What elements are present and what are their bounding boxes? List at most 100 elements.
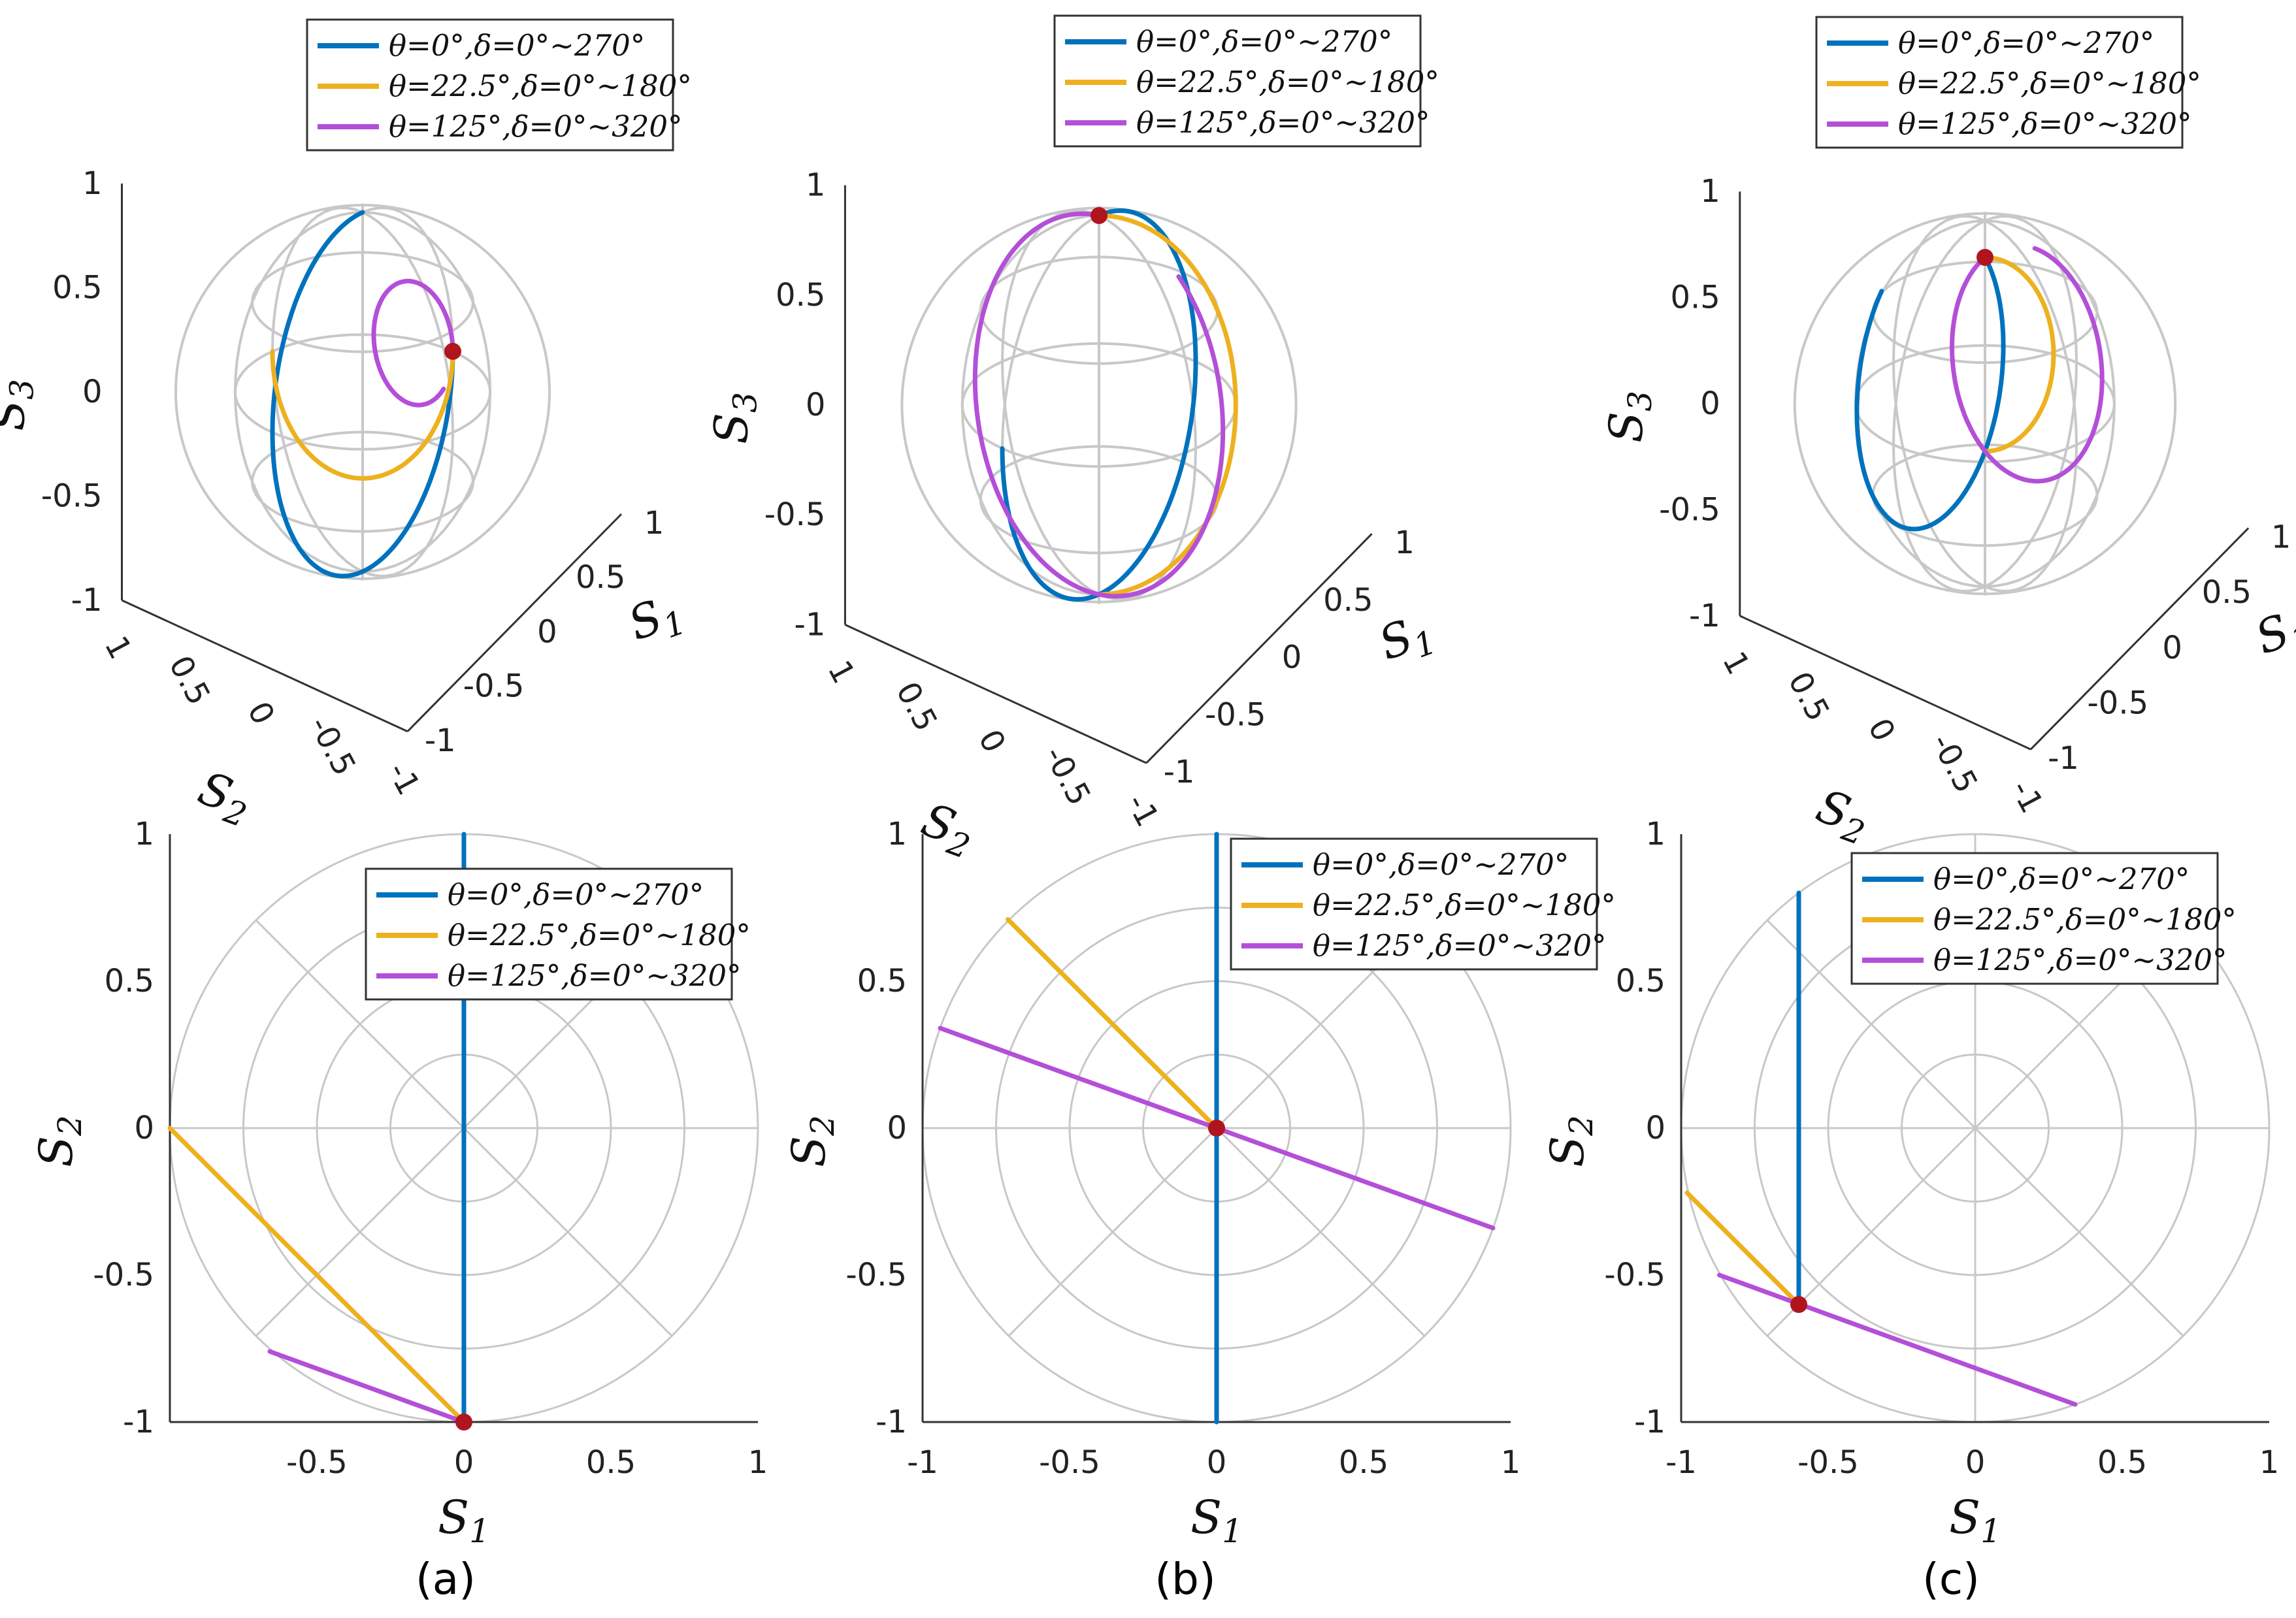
legend-label-1: θ=22.5°,δ=0°∼180° <box>448 918 751 952</box>
s2-axis-title: S2 <box>1807 779 1877 852</box>
series-line-2 <box>1949 246 2105 484</box>
series-line-0 <box>1854 255 2006 532</box>
z-tick-label: 0.5 <box>1670 280 1720 316</box>
x-tick-label: 0.5 <box>586 1444 636 1481</box>
x-tick-label: -0.5 <box>1039 1444 1100 1481</box>
projection-plot-c: 1 0.5 0 -0.5 -1-1 -0.5 0 0.5 1 S2 S1 θ=0°,δ=0°∼270°… <box>1541 816 2279 1550</box>
s1-tick-label: 0 <box>1282 639 1302 676</box>
s2-axis-line <box>121 599 408 733</box>
z-tick-label: 1 <box>806 167 826 204</box>
series-line-2 <box>1717 1272 2078 1407</box>
z-tick-label: 1 <box>82 165 103 202</box>
s2-axis-line <box>844 624 1147 764</box>
s1-tick-label: 1 <box>644 505 664 542</box>
start-point-marker <box>1790 1296 1807 1313</box>
s1-tick-label: -0.5 <box>1205 696 1266 733</box>
s2-tick-label: 1 <box>821 655 862 689</box>
s1-axis-line <box>1145 533 1373 764</box>
z-tick-label: -0.5 <box>1659 491 1720 528</box>
legend-label-2: θ=125°,δ=0°∼320° <box>389 109 683 144</box>
z-axis-title: S3 <box>704 392 764 444</box>
x-tick-label: 0 <box>1965 1444 1986 1481</box>
legend-label-0: θ=0°,δ=0°∼270° <box>1136 24 1392 59</box>
s1-tick-label: 1 <box>2271 519 2291 555</box>
s2-tick-label: -0.5 <box>302 711 363 782</box>
y-tick-label: -1 <box>123 1404 154 1440</box>
x-tick-label: -1 <box>1665 1444 1697 1481</box>
legend-label-0: θ=0°,δ=0°∼270° <box>389 28 645 63</box>
caption-b: (b) <box>1155 1554 1215 1604</box>
z-tick-label: 0.5 <box>52 270 102 306</box>
x-tick-label: 1 <box>1501 1444 1521 1481</box>
y-axis-title: S2 <box>782 1115 842 1167</box>
y-tick-label: -0.5 <box>93 1257 154 1293</box>
y-axis-title: S2 <box>29 1115 89 1167</box>
y-tick-label: 1 <box>887 816 907 852</box>
y-tick-label: -0.5 <box>1604 1257 1665 1293</box>
legend-label-1: θ=22.5°,δ=0°∼180° <box>1898 66 2201 101</box>
polar-grid-spoke-3 <box>1766 919 2184 1337</box>
series-line-1 <box>1684 1190 1801 1307</box>
s1-tick-label: -0.5 <box>463 668 525 705</box>
y-tick-label: 0.5 <box>105 963 154 999</box>
s2-axis-title: S2 <box>189 761 259 835</box>
x-tick-label: -0.5 <box>1797 1444 1859 1481</box>
x-tick-label: 1 <box>2259 1444 2280 1481</box>
start-point-marker <box>1976 249 1993 266</box>
s1-tick-label: -0.5 <box>2087 685 2148 722</box>
x-tick-label: -0.5 <box>286 1444 348 1481</box>
series-line-1 <box>1006 917 1219 1131</box>
s2-tick-label: 0.5 <box>1781 666 1837 728</box>
legend-label-0: θ=0°,δ=0°∼270° <box>1313 847 1569 882</box>
series-line-2 <box>972 211 1226 599</box>
legend-label-1: θ=22.5°,δ=0°∼180° <box>1313 888 1616 922</box>
x-tick-label: 0.5 <box>2097 1444 2147 1481</box>
s1-axis-title: S1 <box>1372 602 1441 676</box>
s1-axis-title: S1 <box>2248 597 2296 671</box>
y-axis-title: S2 <box>1541 1115 1600 1167</box>
caption-a: (a) <box>416 1554 476 1604</box>
s2-axis-line <box>1739 615 2031 751</box>
z-tick-label: 0 <box>1700 385 1720 422</box>
s1-tick-label: 0.5 <box>576 559 625 596</box>
legend-label-1: θ=22.5°,δ=0°∼180° <box>1136 65 1439 99</box>
z-tick-label: 1 <box>1700 173 1720 210</box>
series-line-0 <box>270 210 455 579</box>
legend-label-2: θ=125°,δ=0°∼320° <box>1933 943 2227 977</box>
s2-tick-label: -1 <box>2003 774 2050 819</box>
s1-tick-label: 1 <box>1394 525 1415 561</box>
sphere-meridian-2 <box>1892 215 2078 592</box>
start-point-marker <box>444 342 461 360</box>
series-line-1 <box>270 349 455 481</box>
y-tick-label: 0.5 <box>857 963 907 999</box>
s2-tick-label: 0.5 <box>889 676 944 737</box>
y-tick-label: -0.5 <box>845 1257 907 1293</box>
series-line-1 <box>1982 255 2056 454</box>
x-tick-label: 0 <box>1207 1444 1227 1481</box>
s1-tick-label: 0.5 <box>2202 574 2252 611</box>
s1-axis-title: S1 <box>621 583 691 656</box>
y-tick-label: 0.5 <box>1616 963 1665 999</box>
legend-label-0: θ=0°,δ=0°∼270° <box>448 877 704 912</box>
caption-c: (c) <box>1922 1554 1980 1604</box>
y-tick-label: 1 <box>134 816 154 852</box>
y-tick-label: 0 <box>1645 1110 1665 1146</box>
s1-tick-label: -1 <box>1164 754 1195 790</box>
s1-axis-line <box>406 513 623 732</box>
s2-tick-label: -1 <box>380 756 427 801</box>
z-axis-title: S3 <box>1599 391 1659 443</box>
x-tick-label: 0.5 <box>1339 1444 1388 1481</box>
y-tick-label: -1 <box>876 1404 907 1440</box>
s1-axis-line <box>2029 527 2250 751</box>
s2-tick-label: 1 <box>1715 646 1757 681</box>
projection-plot-a: 1 0.5 0 -0.5 -1 -0.5 0 0.5 1 S2 S1 θ=0°,δ=0°∼270° θ=… <box>29 816 768 1550</box>
series-line-2 <box>371 278 455 408</box>
x-tick-label: 0 <box>454 1444 474 1481</box>
s1-tick-label: -1 <box>425 722 456 759</box>
s2-tick-label: -1 <box>1119 788 1166 833</box>
s1-tick-label: -1 <box>2048 740 2079 777</box>
legend-label-2: θ=125°,δ=0°∼320° <box>1136 105 1430 140</box>
sphere-plot-c: 10.50-0.5-110.50 -0.5 -1-1-0.500.51S3S2S1θ… <box>1599 16 2296 852</box>
sphere-plot-b: 10.50-0.5-110.50 -0.5 -1-1-0.500.51S3S2S1θ… <box>704 14 1441 866</box>
